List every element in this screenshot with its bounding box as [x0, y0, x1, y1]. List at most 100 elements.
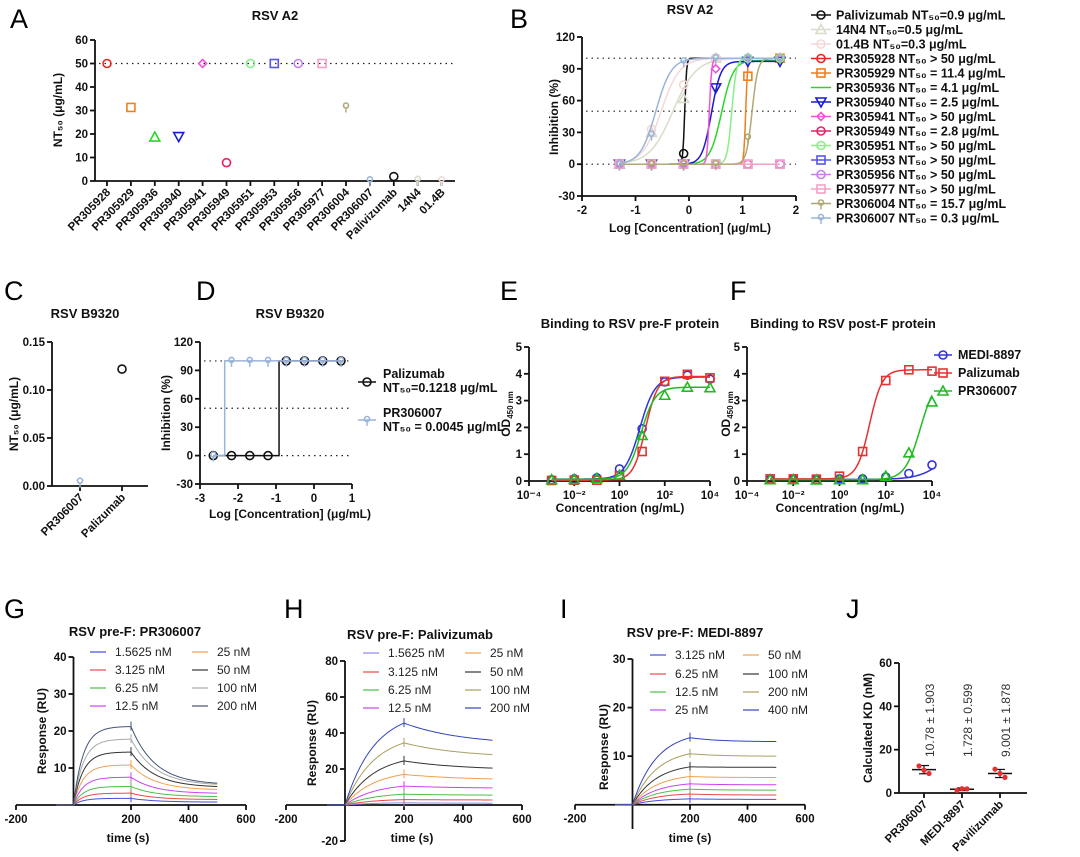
x-tick-label: 10⁻² [563, 490, 586, 502]
y-axis-label-text: Response (RU) [305, 700, 319, 786]
x-axis-label: time (s) [107, 831, 150, 845]
series-200: 200 nM [56, 699, 257, 806]
y-axis-label: Response (RU) [597, 704, 611, 790]
legend-marker [936, 384, 950, 396]
legend-marker [814, 22, 828, 35]
y-tick-label: 40 [75, 82, 88, 94]
legend-label: PR306004 NT₅₀ = 15.7 μg/mL [836, 197, 1006, 211]
fit-curve [619, 57, 780, 165]
legend-marker [816, 39, 826, 49]
y-tick-label: 0.00 [23, 481, 45, 493]
x-tick-label: 0 [311, 493, 317, 505]
y-tick-label: 60 [180, 394, 193, 406]
panel-f: 0 1 2 3 4 5 10⁻⁴ 10⁻² 10⁰ 10² 10⁴ Binding to RSV po… [719, 316, 1021, 515]
legend-label: PR306007 [383, 406, 442, 420]
legend-label: 25 nM [490, 646, 523, 660]
legend-label: Palivizumab NT₅₀=0.9 μg/mL [836, 9, 1006, 23]
chart-title: RSV A2 [667, 2, 713, 17]
series-3.125: 3.125 nM [615, 648, 777, 806]
series-pr306007: PR306007 NT₅₀ = 0.3 μg/mL [616, 53, 1000, 226]
series-25: 25 nM [615, 703, 777, 806]
data-point [880, 375, 891, 386]
series-25: 25 nM [327, 646, 523, 806]
series-100: 100 nM [327, 683, 530, 806]
legend-label: PR305940 NT₅₀ = 2.5 μg/mL [836, 96, 1000, 110]
series-6.25: 6.25 nM [327, 683, 493, 806]
data-point [678, 148, 689, 159]
data-point [921, 767, 927, 773]
data-point [659, 376, 670, 387]
data-point-pr305977 [317, 58, 327, 69]
legend-label: 100 nM [217, 681, 257, 695]
y-tick-label: 0.15 [23, 337, 46, 349]
x-tick-label: 1 [349, 493, 356, 505]
legend-marker [817, 213, 825, 221]
y-tick-label: -20 [321, 836, 338, 848]
data-point [744, 133, 752, 140]
y-axis-label-text: Calculated KD (nM) [861, 673, 875, 783]
data-point [904, 364, 914, 375]
data-point [833, 473, 846, 485]
legend-label: MEDI-8897 [958, 348, 1021, 362]
x-axis-label: Concentration (ng/mL) [556, 501, 685, 515]
chart-title: Binding to RSV pre-F protein [541, 316, 719, 331]
panel-label-c: C [4, 276, 24, 306]
y-tick-label: 40 [54, 652, 67, 664]
data-point-pr306007 [366, 175, 374, 183]
data-point-01.4b [438, 175, 445, 183]
x-tick-label: 400 [179, 814, 198, 826]
y-axis-label: Inhibition (%) [159, 375, 173, 451]
data-point [959, 786, 965, 792]
y-tick-label: 0 [569, 159, 575, 171]
y-axis-label: OD450 nm [719, 391, 735, 437]
y-tick-label: -30 [176, 479, 193, 491]
y-tick-label: 30 [613, 654, 626, 666]
series-50: 50 nM [56, 663, 250, 806]
data-point [786, 473, 800, 485]
sensorgram-line [327, 785, 493, 806]
data-point [775, 159, 785, 169]
data-point-pr305928 [102, 58, 112, 69]
legend-marker [816, 140, 826, 151]
legend-marker [816, 68, 826, 78]
x-axis-label: Concentration (ng/mL) [776, 501, 905, 515]
series-pr305953: PR305953 NT₅₀ > 50 μg/mL [614, 154, 996, 169]
fit-curve [619, 57, 780, 164]
series-100: 100 nM [615, 667, 808, 806]
series-400: 400 nM [615, 703, 808, 806]
series-pr306007 [545, 380, 717, 485]
data-point-14n4 [414, 175, 422, 183]
y-tick-label: 20 [613, 703, 626, 715]
y-tick-label: 30 [75, 106, 88, 118]
sensorgram-line [56, 751, 218, 806]
legend-label: 100 nM [490, 683, 530, 697]
sensorgram-line [615, 788, 777, 806]
data-point [710, 63, 721, 74]
legend-marker [816, 53, 826, 64]
fit-curve [619, 57, 780, 165]
data-point [648, 159, 655, 167]
panel-label-d: D [196, 276, 216, 306]
x-tick-label: 10⁻² [782, 490, 805, 502]
legend-label: 12.5 nM [675, 685, 718, 699]
fit-curve [770, 395, 933, 481]
legend-label: 01.4B NT₅₀=0.3 μg/mL [836, 38, 967, 52]
x-tick-label: 10⁻⁴ [735, 490, 760, 502]
legend-label: 50 nM [768, 648, 801, 662]
data-point [246, 356, 254, 364]
legend-marker [816, 169, 826, 180]
data-point [927, 460, 937, 470]
legend-label: 25 nM [675, 703, 708, 717]
x-axis-label: time (s) [391, 831, 434, 845]
value-annotation: 9.001 ± 1.878 [999, 683, 1013, 757]
data-point [1002, 774, 1008, 781]
panel-b: -30 0 30 60 90 120 -2 -1 0 1 2 RSV A2 Inhibition (%)… [547, 2, 1006, 235]
y-tick-label: 30 [562, 127, 575, 139]
data-point-pr305951 [245, 58, 256, 69]
category-label: 01.4B [418, 187, 448, 217]
x-tick-label: -200 [563, 814, 586, 826]
data-point-pr305929 [126, 102, 136, 113]
